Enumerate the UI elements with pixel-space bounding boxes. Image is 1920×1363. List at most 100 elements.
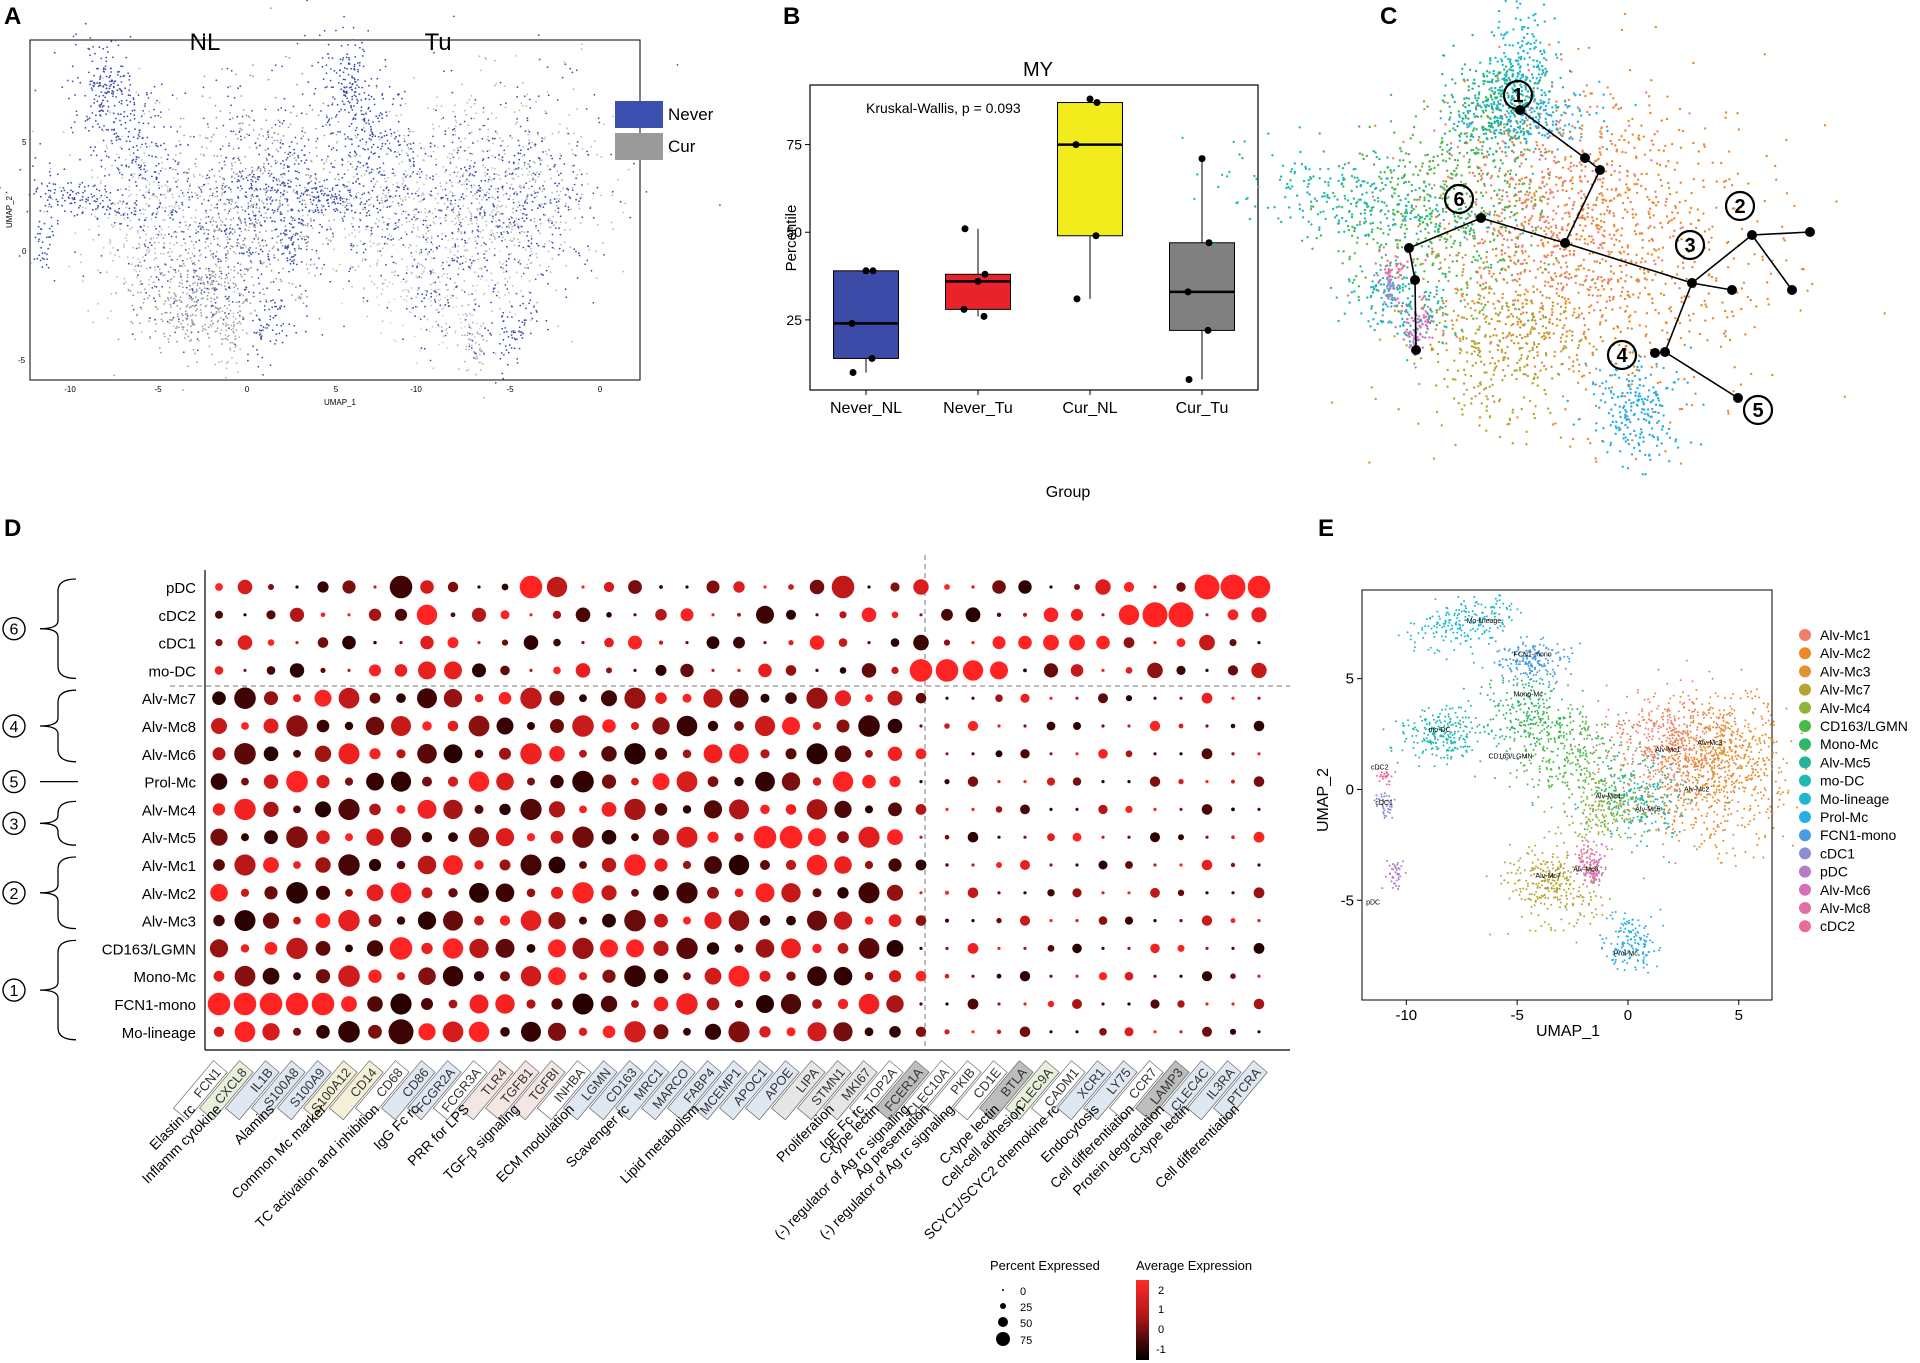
umap-point [221,167,223,169]
umap-point [213,175,216,177]
umap-point [471,230,474,232]
umap-point [493,173,496,175]
umap-point [108,242,111,245]
umap-point [296,197,299,200]
umap-point [376,218,378,220]
umap-point [49,189,52,192]
umap-point [164,210,167,213]
umap-point [120,123,123,126]
umap-point [237,186,239,189]
umap-point [508,173,511,175]
umap-point [302,302,305,304]
umap-point [508,218,510,221]
umap-point [298,171,300,174]
umap-point [220,230,223,233]
umap-point [490,310,493,312]
umap-point [442,196,444,199]
umap-point [142,213,145,216]
umap-point [209,96,211,99]
umap-point [498,200,500,203]
umap-point [85,198,88,201]
umap-point [460,321,463,324]
umap-point [232,331,235,334]
umap-point [515,55,517,57]
umap-point [539,159,541,162]
umap-point [168,205,171,208]
umap-point [420,251,423,254]
panel-a-xtick: 0 [245,385,250,394]
umap-point [245,286,248,289]
umap-point [341,197,344,200]
umap-point [177,320,180,323]
umap-point [528,280,531,282]
umap-point [227,212,230,215]
umap-point [167,190,169,193]
umap-point [29,262,32,264]
umap-point [158,271,161,274]
umap-point [412,226,415,229]
umap-point [470,347,473,349]
umap-point [216,307,219,310]
umap-point [507,351,510,354]
umap-point [356,244,359,247]
umap-point [258,199,261,202]
umap-point [211,168,214,171]
umap-point [104,68,107,71]
umap-point [301,93,304,96]
umap-point [188,297,191,300]
umap-point [161,320,164,322]
umap-point [444,188,447,191]
umap-point [184,310,187,313]
umap-point [39,142,42,145]
umap-point [135,314,138,317]
umap-point [173,206,176,209]
umap-point [491,196,493,199]
umap-point [175,295,177,298]
umap-point [129,35,132,38]
umap-point [279,191,282,194]
umap-point [187,252,190,255]
umap-point [149,266,152,269]
umap-point [257,253,260,255]
umap-point [105,87,108,90]
umap-point [378,170,381,173]
umap-point [360,113,363,116]
umap-point [251,171,253,174]
umap-point [596,186,599,189]
umap-point [297,244,300,247]
umap-point [341,59,344,61]
umap-point [213,238,216,241]
umap-point [576,193,578,196]
umap-point [178,318,180,321]
umap-point [370,280,373,283]
umap-point [92,238,95,241]
umap-point [163,193,166,196]
umap-point [325,160,328,163]
umap-point [420,263,423,266]
umap-point [496,190,499,193]
umap-point [250,204,253,207]
umap-point [351,109,354,111]
umap-point [194,263,196,266]
umap-point [243,136,246,139]
umap-point [471,255,474,258]
umap-point [64,210,66,213]
umap-point [470,117,473,120]
umap-point [383,282,385,285]
umap-point [552,215,554,218]
umap-point [195,165,197,168]
umap-point [249,173,251,176]
umap-point [90,213,93,216]
umap-point [578,200,580,203]
umap-point [474,240,477,243]
umap-point [456,215,458,217]
umap-point [105,155,108,157]
umap-point [187,269,189,272]
umap-point [356,98,358,101]
umap-point [430,155,433,158]
umap-point [270,269,273,272]
umap-point [238,159,241,161]
umap-point [449,160,452,163]
umap-point [503,153,506,155]
umap-point [538,157,541,160]
